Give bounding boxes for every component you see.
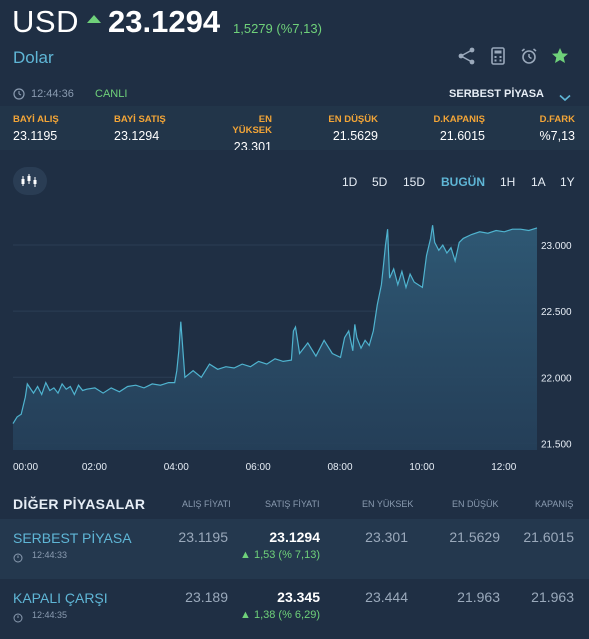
tab-today[interactable]: BUGÜN [441, 175, 485, 189]
stat-label: BAYİ ALIŞ [13, 114, 59, 125]
x-tick-label: 08:00 [328, 462, 353, 473]
x-tick-label: 06:00 [246, 462, 271, 473]
tab-1y[interactable]: 1Y [560, 175, 575, 189]
clock-icon [13, 550, 23, 568]
table-row[interactable]: SERBEST PİYASA 12:44:33 23.1195 23.1294 … [0, 519, 589, 579]
x-tick-label: 00:00 [13, 462, 38, 473]
chart-area [13, 225, 537, 450]
stat-label: D.FARK [539, 114, 575, 125]
market-name: SERBEST PİYASA [13, 530, 132, 546]
y-tick-label: 22.500 [541, 307, 572, 318]
price-chart[interactable]: 23.000 22.500 22.000 21.500 00:00 02:00 04:00… [0, 150, 589, 484]
star-icon[interactable] [550, 46, 570, 66]
clock-icon [13, 87, 25, 105]
row-time: 12:44:33 [32, 550, 68, 560]
row-low: 21.963 [457, 589, 500, 605]
stat-diff: D.FARK %7,13 [520, 114, 575, 143]
stat-value: %7,13 [539, 129, 575, 143]
tab-1h[interactable]: 1H [500, 175, 516, 189]
row-change-value: 1,38 (% 6,29) [253, 609, 320, 621]
alarm-icon[interactable] [519, 46, 539, 66]
stat-label: EN YÜKSEK [232, 114, 272, 136]
stat-dealer-sell: BAYİ SATIŞ 23.1294 [114, 114, 166, 143]
stat-low: EN DÜŞÜK 21.5629 [320, 114, 378, 143]
row-sell: 23.1294 [269, 529, 320, 545]
market-selector[interactable]: SERBEST PİYASA [449, 88, 544, 100]
currency-name: Dolar [13, 48, 54, 67]
live-badge: CANLI [95, 88, 128, 100]
row-buy: 23.189 [185, 589, 228, 605]
stats-bar: BAYİ ALIŞ 23.1195 BAYİ SATIŞ 23.1294 EN … [0, 106, 589, 154]
tab-1d[interactable]: 1D [342, 175, 358, 189]
col-header-low: EN DÜŞÜK [452, 499, 499, 509]
stat-dealer-buy: BAYİ ALIŞ 23.1195 [13, 114, 59, 143]
chevron-down-icon[interactable] [559, 89, 571, 107]
candlestick-icon [21, 174, 37, 187]
header: USD 23.1294 1,5279 (%7,13) Dolar [0, 0, 589, 80]
row-high: 23.301 [365, 529, 408, 545]
col-header-close: KAPANIŞ [535, 499, 574, 509]
stat-value: 21.6015 [439, 129, 485, 143]
row-low: 21.5629 [449, 529, 500, 545]
col-header-high: EN YÜKSEK [362, 499, 414, 509]
stat-high: EN YÜKSEK 23.301 [222, 114, 272, 154]
stat-value: 23.1294 [114, 129, 160, 143]
chart-type-button[interactable] [13, 167, 47, 195]
up-arrow-icon [87, 15, 101, 23]
chart-panel: 1D 5D 15D BUGÜN 1H 1A 1Y 23.000 22.500 22.… [0, 150, 589, 484]
calculator-icon[interactable] [488, 46, 508, 66]
y-tick-label: 23.000 [541, 241, 572, 252]
row-change-value: 1,53 (% 7,13) [253, 549, 320, 561]
row-time: 12:44:35 [32, 610, 68, 620]
other-markets-table: DİĞER PİYASALAR ALIŞ FİYATI SATIŞ FİYATI… [0, 484, 589, 639]
y-tick-label: 21.500 [541, 439, 572, 450]
x-tick-label: 12:00 [491, 462, 516, 473]
stat-label: BAYİ SATIŞ [114, 114, 166, 125]
status-bar: 12:44:36 CANLI SERBEST PİYASA [0, 80, 589, 106]
currency-code: USD [12, 4, 79, 39]
table-title: DİĞER PİYASALAR [13, 496, 146, 512]
stat-prev-close: D.KAPANIŞ 21.6015 [425, 114, 485, 143]
tab-15d[interactable]: 15D [403, 175, 426, 189]
stat-value: 21.5629 [332, 129, 378, 143]
col-header-buy: ALIŞ FİYATI [182, 499, 231, 509]
row-high: 23.444 [365, 589, 408, 605]
tab-1a[interactable]: 1A [531, 175, 546, 189]
tab-5d[interactable]: 5D [372, 175, 388, 189]
row-sell: 23.345 [277, 589, 320, 605]
x-tick-label: 04:00 [164, 462, 189, 473]
stat-label: D.KAPANIŞ [433, 114, 485, 125]
x-tick-label: 10:00 [409, 462, 434, 473]
price-change: 1,5279 (%7,13) [233, 21, 322, 36]
col-header-sell: SATIŞ FİYATI [265, 499, 320, 509]
chart-line [12, 225, 538, 424]
row-close: 21.6015 [523, 529, 574, 545]
share-icon[interactable] [457, 46, 477, 66]
market-name: KAPALI ÇARŞI [13, 590, 108, 606]
stat-value: 23.1195 [13, 129, 58, 143]
toolbar [455, 46, 575, 68]
row-close: 21.963 [531, 589, 574, 605]
row-change: ▲ 1,53 (% 7,13) [240, 549, 320, 561]
x-tick-label: 02:00 [82, 462, 107, 473]
row-buy: 23.1195 [178, 529, 228, 545]
stat-label: EN DÜŞÜK [328, 114, 378, 125]
update-time: 12:44:36 [31, 88, 74, 100]
row-change: ▲ 1,38 (% 6,29) [240, 609, 320, 621]
y-tick-label: 22.000 [541, 373, 572, 384]
current-price: 23.1294 [108, 4, 221, 39]
clock-icon [13, 610, 23, 628]
table-row[interactable]: KAPALI ÇARŞI 12:44:35 23.189 23.345 ▲ 1,… [0, 579, 589, 639]
